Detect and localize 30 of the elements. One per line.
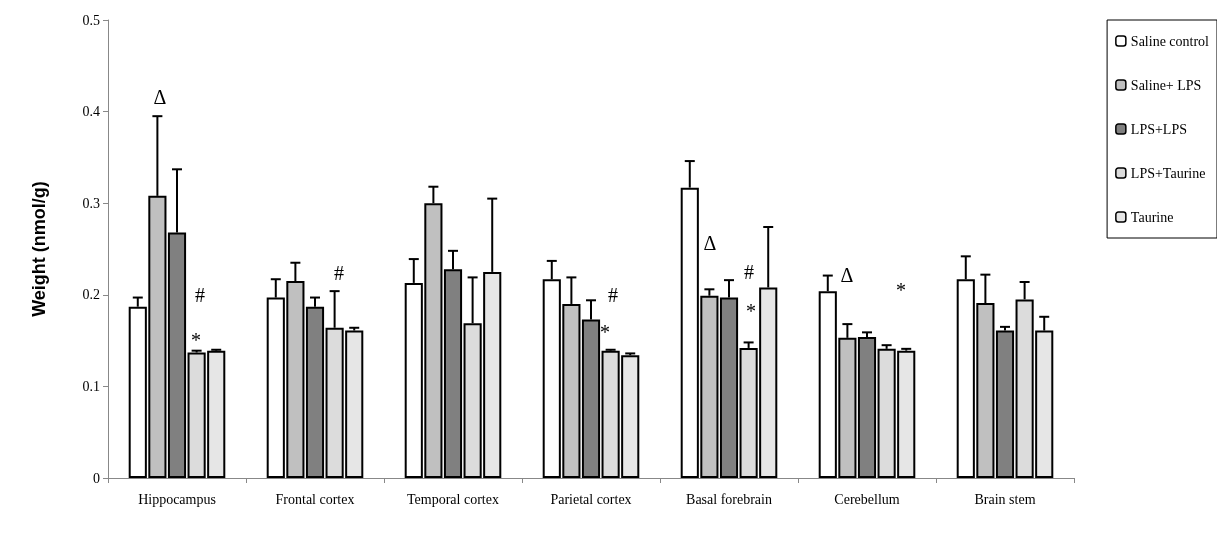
annotation: Δ — [703, 232, 717, 254]
annotation: # — [744, 261, 754, 283]
legend-label: Saline control — [1130, 33, 1210, 49]
legend-label: Taurine — [1130, 209, 1174, 225]
y-tick-label: 0.4 — [82, 104, 100, 120]
legend-label: Saline+ LPS — [1130, 77, 1202, 93]
annotation: Δ — [840, 264, 854, 286]
y-tick-label: 0.3 — [82, 195, 100, 211]
annotation: # — [334, 262, 344, 284]
annotation: * — [600, 321, 610, 343]
legend-label: LPS+LPS — [1130, 121, 1188, 137]
annotation: * — [191, 329, 201, 351]
x-tick-label: Frontal cortex — [275, 491, 355, 507]
legend-label: LPS+Taurine — [1130, 165, 1206, 181]
y-tick-label: 0.2 — [82, 287, 100, 303]
x-tick-label: Hippocampus — [138, 491, 216, 507]
x-tick-label: Parietal cortex — [550, 491, 632, 507]
y-tick-label: 0 — [93, 470, 100, 486]
annotation: # — [608, 284, 618, 306]
annotation: * — [746, 300, 756, 322]
y-tick-label: 0.1 — [82, 378, 100, 394]
x-tick-label: Cerebellum — [834, 491, 900, 507]
annotation: * — [896, 279, 906, 301]
annotation: # — [195, 284, 205, 306]
y-axis-title: Weight (nmol/g) — [29, 181, 49, 317]
x-tick-label: Temporal cortex — [407, 491, 499, 507]
annotation: Δ — [153, 86, 167, 108]
y-tick-label: 0.5 — [82, 12, 100, 28]
x-tick-label: Basal forebrain — [686, 491, 772, 507]
x-tick-label: Brain stem — [974, 491, 1036, 507]
